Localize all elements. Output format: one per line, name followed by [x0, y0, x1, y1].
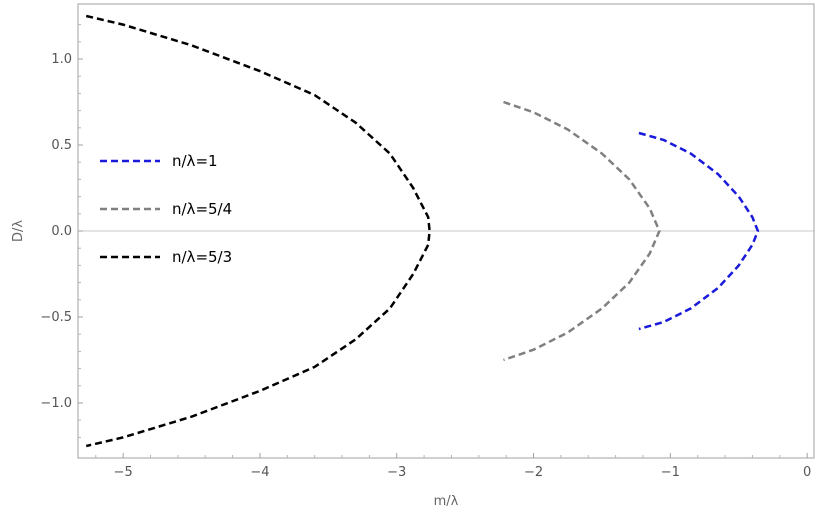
y-axis-label: D/λ — [11, 220, 26, 242]
x-tick-label: −3 — [387, 465, 406, 480]
legend-label-3: n/λ=5/3 — [172, 248, 232, 266]
y-tick-label: 1.0 — [51, 52, 72, 67]
x-tick-label: −1 — [661, 465, 680, 480]
x-tick-label: 0 — [803, 465, 811, 480]
y-tick-label: 0.5 — [51, 138, 72, 153]
x-axis-label: m/λ — [434, 494, 459, 509]
series-line-2 — [503, 100, 661, 362]
legend-label-1: n/λ=1 — [172, 152, 218, 170]
legend-label-2: n/λ=5/4 — [172, 200, 232, 218]
y-tick-label: 0.0 — [51, 224, 72, 239]
series-line-3 — [85, 14, 431, 448]
x-tick-label: −2 — [524, 465, 543, 480]
y-tick-label: −0.5 — [40, 310, 72, 325]
x-tick-label: −4 — [250, 465, 269, 480]
y-tick-label: −1.0 — [40, 396, 72, 411]
x-tick-label: −5 — [114, 465, 133, 480]
series-line-1 — [638, 131, 760, 331]
